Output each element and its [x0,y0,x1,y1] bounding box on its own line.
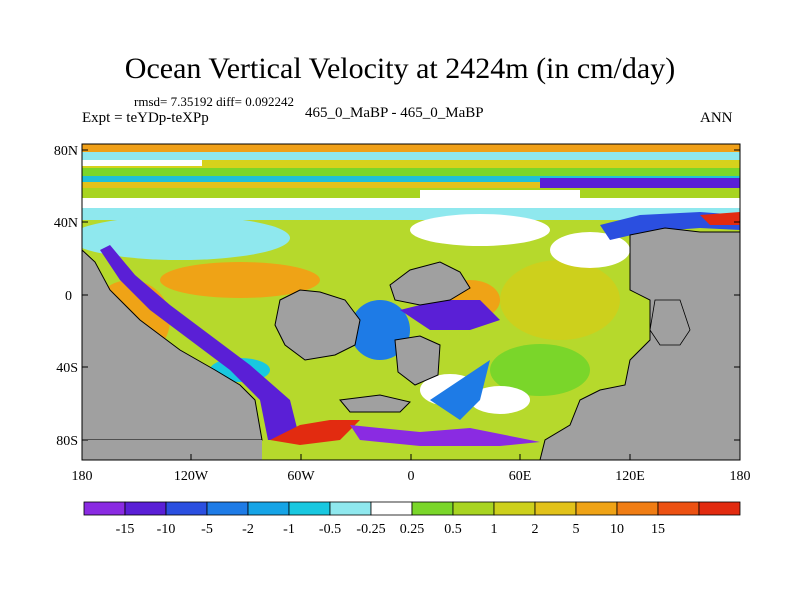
colorbar-swatch [411,501,454,516]
colorbar-label: 5 [573,522,580,537]
band-north-10 [420,190,580,198]
colorbar-label: -0.25 [356,522,385,537]
band-north-5 [82,188,740,198]
colorbar-swatch [657,501,700,516]
colorbar-label: 1 [491,522,498,537]
band-north-2 [82,168,740,176]
colorbar-swatch [616,501,659,516]
west-boundary-red [270,420,360,445]
colorbar-label: -10 [157,522,176,537]
band-north-1 [82,160,740,168]
colorbar-label: 0.25 [400,522,425,537]
patch-north-pacific [82,216,290,260]
lon-label-0: 0 [408,469,415,484]
land-east-continent [539,227,740,460]
land-east-coast-inner [649,299,691,346]
colorbar-labels: -15 -10 -5 -2 -1 -0.5 -0.25 0.25 0.5 1 2 5 10 15 [116,522,665,537]
colorbar-label: -1 [283,522,295,537]
colorbar-label: 0.5 [444,522,462,537]
lat-label-40s: 40S [56,361,78,376]
lon-label-60w: 60W [287,469,315,484]
south-central-band [430,360,490,420]
colorbar-label: -2 [242,522,254,537]
land-south-strip [339,394,411,413]
colorbar-label: -0.5 [319,522,341,537]
colorbar [83,501,741,516]
colorbar-swatch [329,501,372,516]
south-boundary-purple [350,425,540,446]
lat-label-40n: 40N [54,216,78,231]
colorbar-label: 15 [651,522,665,537]
band-north-8 [540,178,740,188]
band-arctic-blue [82,152,740,160]
patch-south-green [490,344,590,396]
colorbar-label: -5 [201,522,213,537]
case-label: 465_0_MaBP - 465_0_MaBP [305,105,484,121]
lon-label-120w: 120W [174,469,209,484]
band-north-6 [82,198,740,208]
colorbar-swatch [698,501,741,516]
colorbar-label: 10 [610,522,624,537]
band-north-7 [82,208,740,220]
colorbar-swatch [206,501,249,516]
west-boundary-purple [100,245,300,440]
band-north-4 [82,182,740,188]
patch-central-white [410,214,550,246]
colorbar-swatch [370,501,413,516]
lat-label-0: 0 [65,289,72,304]
colorbar-label: 2 [532,522,539,537]
plot-title: Ocean Vertical Velocity at 2424m (in cm/… [124,52,676,85]
colorbar-swatch [124,501,167,516]
lon-label-180e: 180 [730,469,751,484]
patch-east-yellow [500,260,620,340]
band-north-3 [82,176,740,182]
lat-label-80s: 80S [56,434,78,449]
colorbar-swatch [247,501,290,516]
lon-label-60e: 60E [509,469,532,484]
stats-label: rmsd= 7.35192 diff= 0.092242 [134,94,294,109]
land-center-island [394,335,441,386]
colorbar-swatch [452,501,495,516]
colorbar-swatch [83,501,126,516]
patch-east-white [550,232,630,268]
land-center-north [389,261,471,306]
season-label: ANN [700,110,733,126]
experiment-label: Expt = teYDp-teXPp [82,110,209,126]
patch-south-white [470,386,530,414]
land-center-west [274,289,361,361]
east-boundary-red [700,212,740,225]
lat-ticks [82,149,740,441]
lon-label-120e: 120E [615,469,645,484]
lon-label-180w: 180 [72,469,93,484]
lon-ticks [81,454,741,460]
central-ring-blue [400,300,500,330]
colorbar-swatch [575,501,618,516]
land-south-continent [82,440,262,460]
colorbar-label: -15 [116,522,135,537]
band-north-9 [82,160,202,166]
lat-label-80n: 80N [54,144,78,159]
colorbar-swatch [534,501,577,516]
band-arctic-stripe [82,144,740,152]
colorbar-swatch [165,501,208,516]
colorbar-swatch [493,501,536,516]
map-field [82,144,740,460]
colorbar-swatch [288,501,331,516]
patch-equatorial-orange [160,262,320,298]
